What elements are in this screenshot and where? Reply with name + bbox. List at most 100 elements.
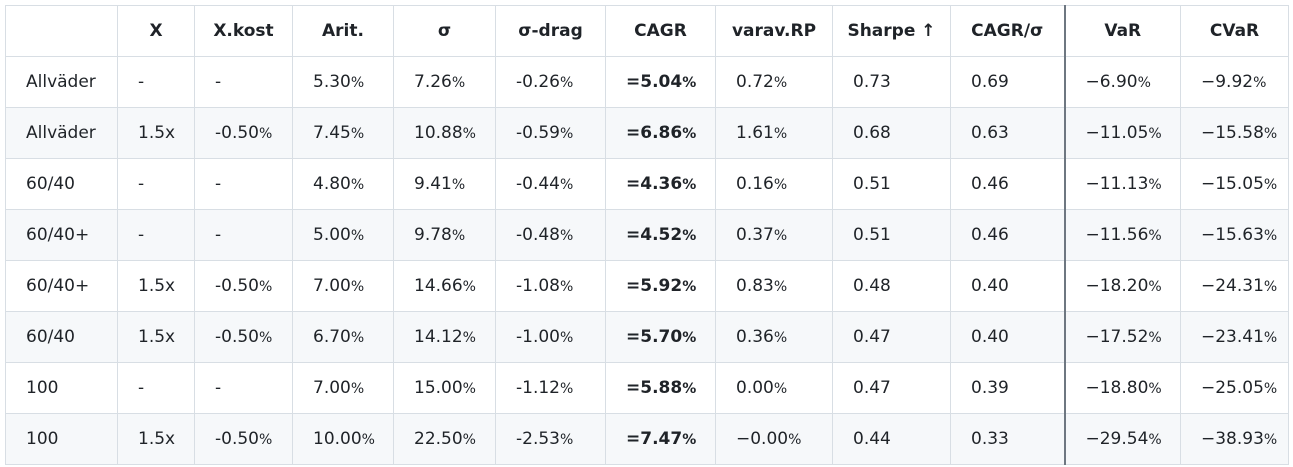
table-cell: 0.39 (950, 362, 1065, 414)
percent-sign: % (560, 330, 574, 346)
table-cell: -0.26% (495, 56, 606, 108)
percent-sign: % (350, 177, 365, 193)
percent-sign: % (259, 126, 273, 142)
table-cell: =4.36% (605, 158, 716, 210)
table-cell: 0.48 (832, 260, 951, 312)
table-cell: -0.44% (495, 158, 606, 210)
table-cell: 14.12% (393, 311, 496, 363)
percent-sign: % (560, 75, 574, 91)
percent-sign: % (682, 381, 697, 397)
table-cell: 1.5x (117, 311, 195, 363)
percent-sign: % (773, 279, 788, 295)
table-cell: 1.5x (117, 413, 195, 465)
percent-sign: % (1263, 126, 1278, 142)
table-cell: =5.04% (605, 56, 716, 108)
percent-sign: % (560, 381, 574, 397)
percent-sign: % (259, 279, 273, 295)
header-row: X X.kost Arit. σ σ-drag CAGR varav.RP Sh… (5, 5, 1289, 57)
percent-sign: % (560, 177, 574, 193)
table-cell: 7.00% (292, 260, 394, 312)
table-cell: 0.46 (950, 209, 1065, 261)
table-cell: −11.56% (1063, 209, 1181, 261)
table-cell: 0.68 (832, 107, 951, 159)
percent-sign: % (1263, 381, 1278, 397)
table-row: Allväder 1.5x -0.50% 7.45% 10.88% -0.59% =6.86… (5, 107, 1289, 159)
percent-sign: % (1263, 432, 1278, 448)
table-cell: 4.80% (292, 158, 394, 210)
table-cell: - (117, 209, 195, 261)
table-cell: 0.73 (832, 56, 951, 108)
table-cell: =7.47% (605, 413, 716, 465)
header-cell: Arit. (292, 5, 394, 57)
table-cell: −15.05% (1180, 158, 1289, 210)
percent-sign: % (1148, 126, 1162, 142)
table-cell: -1.12% (495, 362, 606, 414)
percent-sign: % (682, 126, 697, 142)
table-cell: 0.33 (950, 413, 1065, 465)
header-cell: σ-drag (495, 5, 606, 57)
percent-sign: % (462, 279, 476, 295)
header-cell: CAGR/σ (950, 5, 1065, 57)
percent-sign: % (451, 177, 466, 193)
table-cell: 9.78% (393, 209, 496, 261)
header-cell: X (117, 5, 195, 57)
table-cell: 0.46 (950, 158, 1065, 210)
table-cell: 1.5x (117, 260, 195, 312)
table-cell: 0.44 (832, 413, 951, 465)
table-cell: 0.51 (832, 158, 951, 210)
header-cell: CAGR (605, 5, 716, 57)
table-cell: -0.50% (194, 107, 293, 159)
table-cell: -1.00% (495, 311, 606, 363)
table-cell: - (194, 56, 293, 108)
table-cell: - (117, 56, 195, 108)
table-cell: 10.88% (393, 107, 496, 159)
row-label-cell: 60/40+ (5, 260, 118, 312)
table-row: 60/40 1.5x -0.50% 6.70% 14.12% -1.00% =5.70% 0.… (5, 311, 1289, 363)
percent-sign: % (259, 432, 273, 448)
row-label-cell: Allväder (5, 56, 118, 108)
percent-sign: % (560, 432, 574, 448)
percent-sign: % (350, 75, 365, 91)
table-cell: 0.47 (832, 362, 951, 414)
table-cell: =5.92% (605, 260, 716, 312)
table-cell: 10.00% (292, 413, 394, 465)
percent-sign: % (462, 330, 476, 346)
table-cell: 0.47 (832, 311, 951, 363)
percent-sign: % (773, 126, 788, 142)
table-cell: - (194, 158, 293, 210)
table-cell: 5.30% (292, 56, 394, 108)
percent-sign: % (788, 432, 802, 448)
percent-sign: % (350, 279, 365, 295)
percent-sign: % (259, 330, 273, 346)
percent-sign: % (1148, 381, 1162, 397)
table-cell: 1.5x (117, 107, 195, 159)
table-cell: 0.51 (832, 209, 951, 261)
table-cell: =4.52% (605, 209, 716, 261)
header-cell: varav.RP (715, 5, 833, 57)
table-cell: =5.88% (605, 362, 716, 414)
table-cell: −17.52% (1063, 311, 1181, 363)
percent-sign: % (682, 228, 697, 244)
percent-sign: % (1148, 330, 1162, 346)
percent-sign: % (682, 75, 697, 91)
table-cell: 22.50% (393, 413, 496, 465)
table-row: 100 1.5x -0.50% 10.00% 22.50% -2.53% =7.47% −0.… (5, 413, 1289, 465)
table-cell: −24.31% (1180, 260, 1289, 312)
table-cell: −18.80% (1063, 362, 1181, 414)
table-cell: 0.69 (950, 56, 1065, 108)
header-cell: VaR (1063, 5, 1181, 57)
percent-sign: % (1253, 75, 1267, 91)
header-cell[interactable]: Sharpe ↑ (832, 5, 951, 57)
table-cell: 7.45% (292, 107, 394, 159)
percent-sign: % (773, 177, 788, 193)
table-row: 60/40+ - -5.00% 9.78% -0.48% =4.52% 0.37% 0.51 0… (5, 209, 1289, 261)
row-label-cell: Allväder (5, 107, 118, 159)
percent-sign: % (1263, 330, 1278, 346)
header-cell: CVaR (1180, 5, 1289, 57)
table-cell: 0.37% (715, 209, 833, 261)
table-cell: =6.86% (605, 107, 716, 159)
table-cell: -0.50% (194, 413, 293, 465)
table-cell: -1.08% (495, 260, 606, 312)
table-cell: −29.54% (1063, 413, 1181, 465)
table-cell: 14.66% (393, 260, 496, 312)
